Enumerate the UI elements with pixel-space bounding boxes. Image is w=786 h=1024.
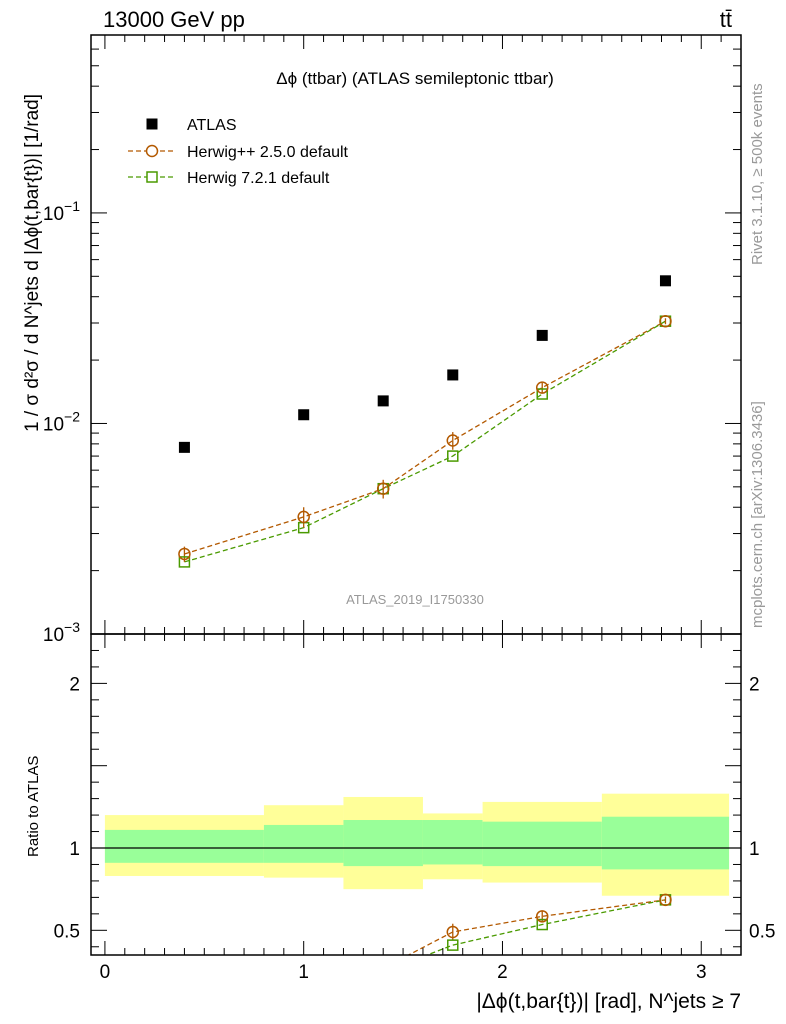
- legend-herwig72-marker: [146, 171, 158, 183]
- uncertainty-band-inner: [104, 829, 264, 863]
- herwig72-ratio-point: [536, 918, 548, 931]
- uncertainty-band-inner: [263, 824, 344, 863]
- main-title: Δϕ (ttbar) (ATLAS semileptonic ttbar): [276, 69, 554, 88]
- legend-herwig25-marker: [145, 144, 159, 158]
- rivet-version-label: Rivet 3.1.10, ≥ 500k events: [749, 83, 766, 265]
- herwig72-point: [536, 388, 548, 400]
- legend-entry-label: ATLAS: [187, 117, 237, 134]
- legend-entry-label: Herwig 7.2.1 default: [187, 170, 330, 187]
- atlas-point: [377, 395, 389, 407]
- main-panel: 10−1 10−2 10−3 Δϕ (ttbar) (ATLAS semilepto…: [22, 34, 742, 646]
- herwig25-point: [659, 314, 672, 328]
- header-process-label: tt̄: [720, 7, 732, 32]
- herwig72-line: [184, 320, 666, 563]
- y-tick-label-right: 1: [749, 839, 760, 860]
- herwig25-ratio-line: [407, 899, 666, 955]
- x-tick-label: 1: [298, 962, 309, 983]
- uncertainty-band-inner: [343, 820, 423, 867]
- y-tick-label: 10−3: [43, 619, 80, 646]
- herwig72-ratio-line: [425, 899, 666, 955]
- ratio-panel: 0 1 2 3 0.5 0.5 1 1 2 2 Ratio to ATLAS |Δϕ(t,bar{…: [25, 633, 775, 1013]
- atlas-point: [178, 441, 190, 453]
- herwig25-ratio-point: [446, 925, 460, 939]
- y-tick-label: 1: [69, 839, 80, 860]
- ratio-panel-frame: [90, 633, 742, 956]
- y-tick-label: 2: [69, 674, 80, 695]
- x-tick-label: 2: [497, 962, 508, 983]
- x-axis-label: |Δϕ(t,bar{t})| [rad], N^jets ≥ 7: [476, 990, 741, 1013]
- legend-entry-label: Herwig++ 2.5.0 default: [187, 144, 349, 161]
- ratio-y-axis-label: Ratio to ATLAS: [25, 756, 42, 857]
- herwig25-ratio-point: [535, 910, 549, 923]
- atlas-point: [536, 329, 548, 341]
- uncertainty-band-inner: [422, 820, 483, 865]
- x-tick-label: 0: [100, 962, 111, 983]
- y-tick-label-right: 2: [749, 674, 760, 695]
- herwig25-point: [178, 547, 191, 561]
- herwig72-point: [447, 450, 459, 462]
- herwig72-ratio-point: [447, 939, 459, 951]
- herwig25-line: [184, 320, 666, 555]
- herwig25-point: [376, 482, 390, 495]
- y-tick-label-right: 0.5: [749, 921, 775, 942]
- legend: ATLAS Herwig++ 2.5.0 default Herwig 7.2.1 …: [128, 117, 349, 187]
- y-tick-label: 10−1: [43, 198, 80, 225]
- uncertainty-band-inner: [601, 816, 730, 870]
- uncertainty-band-inner: [482, 821, 602, 867]
- herwig72-point: [178, 556, 191, 568]
- analysis-watermark: ATLAS_2019_I1750330: [346, 592, 484, 607]
- atlas-point: [659, 275, 671, 287]
- y-tick-label: 0.5: [54, 921, 80, 942]
- herwig25-point: [297, 510, 310, 524]
- mcplots-label: mcplots.cern.ch [arXiv:1306.3436]: [749, 401, 766, 628]
- herwig25-point: [446, 434, 460, 447]
- atlas-point: [298, 409, 310, 421]
- main-y-axis-label: 1 / σ d²σ / d N^jets d |Δϕ(t,bar{t})| [1…: [22, 94, 43, 432]
- y-tick-label: 10−2: [43, 408, 80, 435]
- legend-atlas-marker: [146, 118, 158, 130]
- atlas-point: [447, 369, 459, 381]
- herwig25-ratio-point: [659, 893, 672, 907]
- herwig25-point: [535, 381, 549, 394]
- header-energy-label: 13000 GeV pp: [103, 7, 245, 32]
- x-tick-label: 3: [696, 962, 707, 983]
